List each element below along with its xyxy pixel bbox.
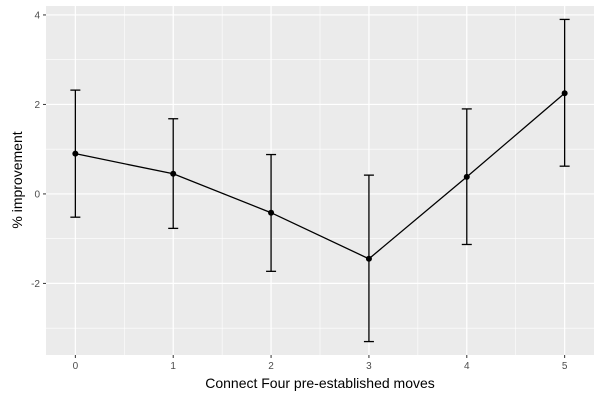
y-tick-label: -2 — [31, 279, 40, 290]
data-point — [268, 209, 275, 216]
data-point — [561, 90, 568, 97]
y-tick-label: 0 — [34, 189, 40, 200]
data-point — [170, 170, 177, 177]
x-tick-label: 2 — [268, 361, 274, 372]
axis-ticks — [43, 14, 566, 358]
x-tick-labels: 0 1 2 3 4 5 — [73, 361, 568, 372]
x-tick-label: 4 — [464, 361, 470, 372]
series-line — [75, 92, 566, 260]
data-points — [72, 90, 568, 262]
data-point — [365, 255, 372, 262]
y-tick-label: 4 — [34, 10, 40, 21]
data-point — [72, 150, 79, 157]
x-tick-label: 3 — [366, 361, 372, 372]
x-tick-label: 0 — [73, 361, 79, 372]
y-tick-label: 2 — [34, 100, 40, 111]
y-axis-title: % improvement — [9, 131, 25, 228]
x-axis-title: Connect Four pre-established moves — [205, 375, 435, 391]
minor-grid-lines — [46, 6, 594, 355]
x-tick-label: 1 — [170, 361, 176, 372]
x-tick-label: 5 — [562, 361, 568, 372]
data-point — [463, 173, 470, 180]
y-tick-labels: -2 0 2 4 — [31, 10, 40, 289]
